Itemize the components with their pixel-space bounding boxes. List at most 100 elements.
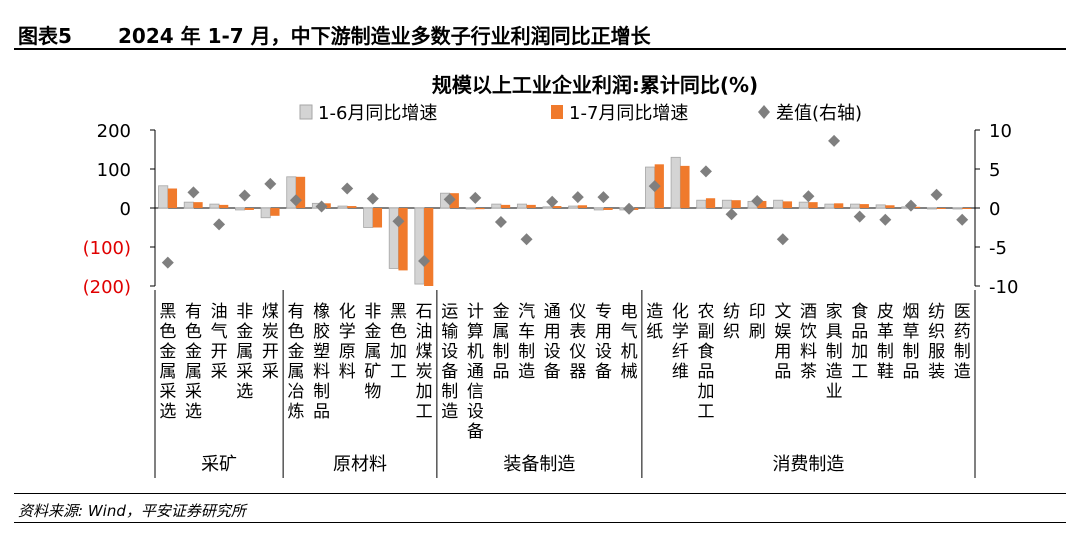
- left-tick-label: 200: [97, 121, 131, 142]
- difference-marker: [443, 193, 456, 206]
- group-label: 采矿: [201, 454, 237, 475]
- bar-1-6: [568, 205, 579, 209]
- bar-1-6: [183, 201, 194, 209]
- bar-1-7: [500, 204, 511, 208]
- category-label: 橡胶塑料制品: [313, 302, 330, 422]
- category-label: 油气开采: [211, 302, 228, 382]
- category-label: 纺织: [723, 302, 740, 342]
- difference-marker: [776, 233, 789, 246]
- series-1-6-bars: [158, 156, 963, 285]
- bar-1-7: [424, 208, 434, 286]
- legend-swatch-diff: [758, 105, 770, 119]
- profit-growth-chart: 规模以上工业企业利润:累计同比(%) 1-6月同比增速 1-7月同比增速 差值(右轴…: [83, 73, 1019, 478]
- category-label: 化学纤维: [672, 302, 689, 382]
- legend-label: 1-7月同比增速: [569, 103, 688, 124]
- bar-1-6: [465, 207, 476, 210]
- difference-marker: [494, 216, 507, 229]
- chart-title: 规模以上工业企业利润:累计同比(%): [432, 73, 758, 97]
- difference-marker: [520, 233, 533, 246]
- category-label: 仪表仪器: [569, 302, 586, 382]
- bar-1-6: [721, 199, 732, 209]
- bar-1-7: [244, 208, 254, 210]
- category-label: 化学原料: [339, 302, 356, 382]
- legend-swatch-1-6: [299, 104, 313, 120]
- bar-1-7: [167, 188, 178, 208]
- category-label: 有色金属冶炼: [287, 302, 304, 422]
- category-label: 文娱用品: [774, 302, 791, 382]
- legend-label: 差值(右轴): [776, 103, 862, 124]
- figure-caption: 2024 年 1-7 月，中下游制造业多数子行业利润同比正增长: [118, 24, 651, 48]
- category-label: 石油煤炭加工: [416, 302, 433, 422]
- bar-1-7: [757, 200, 767, 208]
- category-label: 食品加工: [851, 302, 868, 382]
- bar-1-6: [414, 207, 425, 285]
- bar-1-7: [808, 202, 818, 208]
- difference-marker: [751, 194, 764, 207]
- bar-1-7: [577, 205, 588, 208]
- category-label: 计算机通信设备: [467, 302, 484, 442]
- bar-1-6: [696, 199, 707, 209]
- bar-1-7: [219, 204, 229, 208]
- difference-marker: [699, 165, 712, 178]
- difference-marker: [930, 188, 943, 201]
- category-labels: 黑色金属采选有色金属采选油气开采非金属采选煤炭开采有色金属冶炼橡胶塑料制品化学原…: [159, 302, 970, 442]
- bar-1-6: [260, 207, 271, 219]
- difference-marker: [161, 256, 174, 269]
- category-label: 非金属采选: [236, 302, 253, 402]
- bar-1-7: [526, 204, 536, 208]
- difference-marker: [956, 213, 969, 226]
- category-label: 酒饮料茶: [800, 302, 817, 382]
- group-label: 装备制造: [503, 454, 575, 475]
- bar-1-6: [516, 203, 527, 209]
- bar-1-7: [834, 203, 844, 208]
- difference-marker: [904, 199, 917, 212]
- category-label: 烟草制品: [902, 302, 919, 382]
- right-tick-label: -10: [989, 277, 1018, 298]
- category-label: 非金属矿物: [364, 302, 381, 402]
- difference-marker: [213, 218, 226, 231]
- right-tick-label: 5: [989, 160, 1000, 181]
- bar-1-6: [875, 204, 886, 209]
- bar-1-6: [337, 205, 348, 209]
- bar-1-6: [850, 203, 861, 209]
- bar-1-6: [209, 203, 220, 209]
- bar-1-6: [593, 207, 604, 211]
- left-tick-label: (100): [83, 238, 131, 259]
- group-label: 消费制造: [772, 454, 844, 475]
- difference-marker: [879, 213, 892, 226]
- difference-marker: [238, 189, 251, 202]
- difference-marker: [366, 192, 379, 205]
- category-label: 有色金属采选: [185, 302, 202, 422]
- bar-1-7: [603, 208, 613, 210]
- legend-swatch-1-7: [551, 105, 563, 119]
- bar-1-6: [926, 207, 937, 210]
- category-label: 电气机械: [621, 302, 638, 382]
- bar-1-7: [475, 208, 485, 210]
- bar-1-7: [270, 208, 280, 216]
- category-label: 造纸: [646, 302, 663, 342]
- right-tick-label: -5: [989, 238, 1007, 259]
- group-label: 原材料: [333, 454, 387, 475]
- bar-1-7: [859, 204, 869, 208]
- bar-1-7: [962, 208, 972, 209]
- bar-1-7: [705, 198, 716, 208]
- bar-1-6: [670, 156, 681, 209]
- source-note: 资料来源: Wind，平安证券研究所: [18, 502, 246, 520]
- axes: 200 100 0 (100) (200) 10 5 0 -5 -10: [83, 121, 1019, 298]
- difference-marker: [392, 215, 405, 228]
- footer-rule-bottom: [14, 522, 1066, 523]
- bar-1-6: [773, 199, 784, 209]
- difference-marker: [546, 195, 559, 208]
- group-labels: 采矿 原材料 装备制造 消费制造: [154, 290, 976, 478]
- bar-1-7: [910, 206, 921, 208]
- difference-marker: [418, 255, 431, 268]
- legend: 1-6月同比增速 1-7月同比增速 差值(右轴): [299, 103, 862, 124]
- bar-1-7: [731, 200, 741, 208]
- bar-1-6: [158, 185, 169, 209]
- bar-1-6: [491, 203, 502, 209]
- bar-1-7: [680, 165, 690, 208]
- bar-1-6: [235, 207, 246, 211]
- category-label: 煤炭开采: [262, 302, 279, 382]
- bar-1-7: [347, 206, 357, 208]
- bar-1-7: [398, 208, 408, 271]
